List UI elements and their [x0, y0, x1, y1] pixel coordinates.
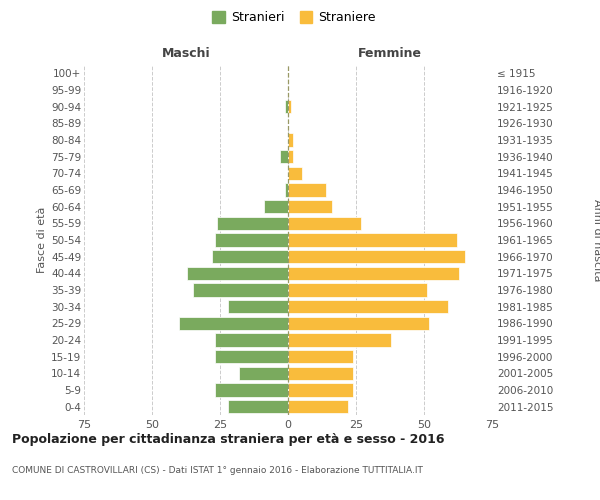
Bar: [215, 334, 288, 346]
Bar: [215, 350, 288, 364]
Bar: [215, 234, 288, 246]
Bar: [288, 184, 326, 196]
Bar: [288, 300, 448, 314]
Bar: [288, 150, 293, 164]
Bar: [215, 384, 288, 396]
Bar: [288, 400, 348, 413]
Bar: [280, 150, 288, 164]
Bar: [288, 284, 427, 296]
Bar: [228, 300, 288, 314]
Bar: [288, 216, 361, 230]
Text: Anni di nascita: Anni di nascita: [592, 198, 600, 281]
Bar: [228, 400, 288, 413]
Bar: [285, 184, 288, 196]
Text: COMUNE DI CASTROVILLARI (CS) - Dati ISTAT 1° gennaio 2016 - Elaborazione TUTTITA: COMUNE DI CASTROVILLARI (CS) - Dati ISTA…: [12, 466, 423, 475]
Legend: Stranieri, Straniere: Stranieri, Straniere: [207, 6, 381, 29]
Bar: [212, 250, 288, 264]
Bar: [288, 166, 302, 180]
Bar: [288, 350, 353, 364]
Bar: [179, 316, 288, 330]
Bar: [288, 134, 293, 146]
Bar: [217, 216, 288, 230]
Bar: [288, 250, 465, 264]
Text: Maschi: Maschi: [161, 47, 211, 60]
Text: Femmine: Femmine: [358, 47, 422, 60]
Bar: [187, 266, 288, 280]
Y-axis label: Fasce di età: Fasce di età: [37, 207, 47, 273]
Bar: [288, 266, 460, 280]
Bar: [193, 284, 288, 296]
Bar: [288, 366, 353, 380]
Bar: [288, 200, 332, 213]
Bar: [288, 316, 430, 330]
Bar: [288, 334, 391, 346]
Text: Popolazione per cittadinanza straniera per età e sesso - 2016: Popolazione per cittadinanza straniera p…: [12, 432, 445, 446]
Bar: [285, 100, 288, 114]
Bar: [288, 384, 353, 396]
Bar: [288, 100, 291, 114]
Bar: [239, 366, 288, 380]
Bar: [263, 200, 288, 213]
Bar: [288, 234, 457, 246]
